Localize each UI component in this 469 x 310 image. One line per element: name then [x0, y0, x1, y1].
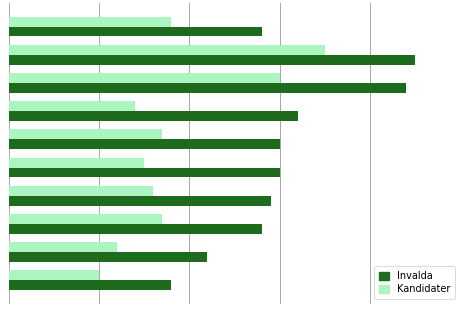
Bar — [9, 196, 271, 206]
Bar — [9, 214, 162, 224]
Bar — [9, 186, 153, 196]
Bar — [9, 73, 280, 83]
Legend: Invalda, Kandidater: Invalda, Kandidater — [374, 266, 455, 299]
Bar — [9, 17, 172, 27]
Bar — [9, 270, 99, 280]
Bar — [9, 167, 280, 177]
Bar — [9, 27, 262, 37]
Bar — [9, 111, 297, 121]
Bar — [9, 130, 162, 140]
Bar — [9, 242, 117, 252]
Bar — [9, 224, 262, 234]
Bar — [9, 83, 406, 93]
Bar — [9, 158, 144, 167]
Bar — [9, 55, 415, 65]
Bar — [9, 280, 172, 290]
Bar — [9, 140, 280, 149]
Bar — [9, 45, 325, 55]
Bar — [9, 101, 136, 111]
Bar — [9, 252, 207, 262]
